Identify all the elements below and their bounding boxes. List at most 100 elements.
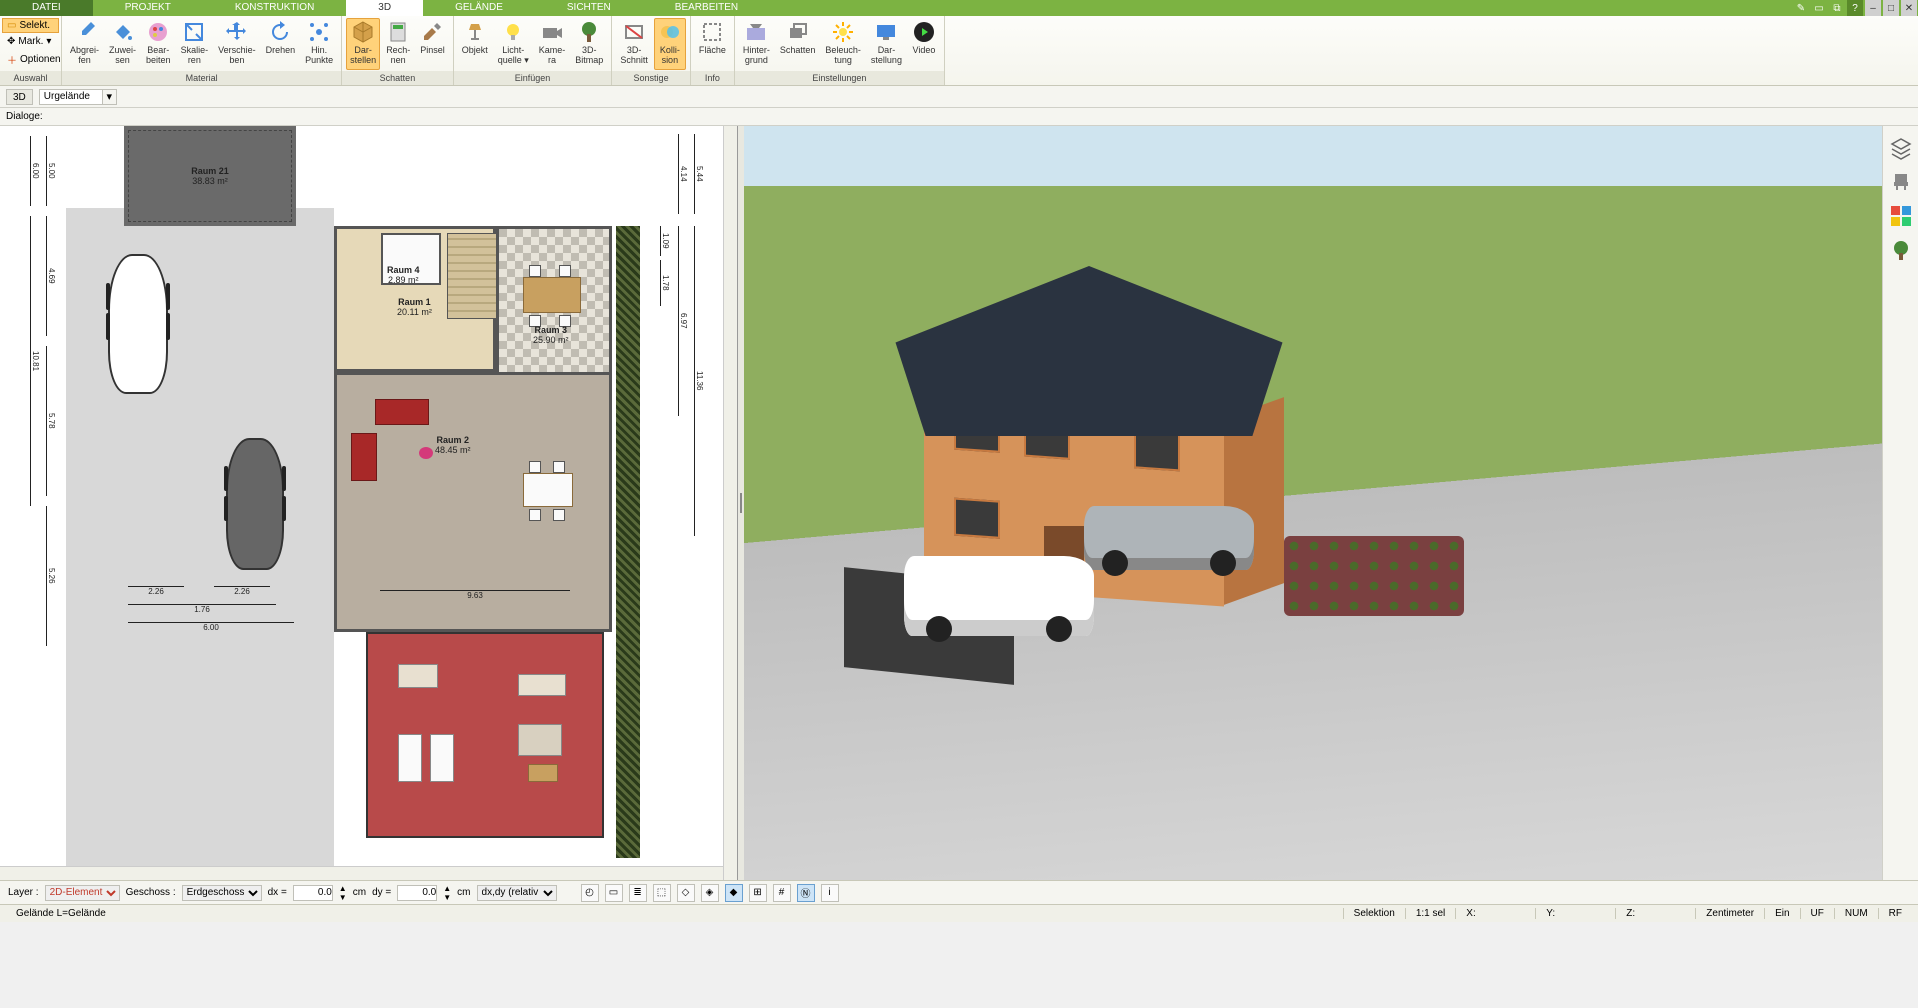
ribbon-tool-collide[interactable]: Kolli-sion: [654, 18, 686, 70]
status-rf: RF: [1878, 908, 1912, 919]
tool-cube-icon[interactable]: ⬚: [653, 884, 671, 902]
side-toolbox: [1882, 126, 1918, 880]
dim-left-1: 5.00: [46, 136, 56, 206]
beanbag: [419, 447, 433, 459]
sky: [744, 126, 1882, 190]
help-icon[interactable]: ?: [1847, 0, 1863, 16]
ribbon-group-info: Fläche Info: [691, 16, 735, 85]
options-button[interactable]: ＋Optionen: [2, 50, 59, 69]
ribbon-tool-move[interactable]: Verschie-ben: [214, 18, 260, 70]
menu-bar: DATEI PROJEKT KONSTRUKTION 3D GELÄNDE SI…: [0, 0, 1918, 16]
tree-icon[interactable]: [1889, 238, 1913, 262]
menu-tab-gelaende[interactable]: GELÄNDE: [423, 0, 535, 16]
ribbon-tool-point[interactable]: Hin.Punkte: [301, 18, 337, 70]
dining-table: [523, 277, 581, 313]
ribbon-tool-scale[interactable]: Skalie-ren: [177, 18, 213, 70]
scrollbar-h[interactable]: [0, 866, 723, 880]
ribbon-tool-slice[interactable]: 3D-Schnitt: [616, 18, 652, 70]
tool-n-icon[interactable]: Ⓝ: [797, 884, 815, 902]
maximize-button[interactable]: □: [1883, 0, 1899, 16]
menu-tab-bearbeiten[interactable]: BEARBEITEN: [643, 0, 770, 16]
ribbon-tool-bucket[interactable]: Zuwei-sen: [105, 18, 140, 70]
patio: [366, 632, 604, 838]
ribbon-tool-palette[interactable]: Bear-beiten: [142, 18, 175, 70]
ribbon-tool-area[interactable]: Fläche: [695, 18, 730, 70]
floor-combo[interactable]: Erdgeschoss: [182, 885, 262, 901]
chair-icon[interactable]: [1889, 170, 1913, 194]
house-outline: Raum 42.89 m² Raum 120.11 m² Raum 325.90…: [334, 226, 614, 866]
ribbon-tool-play[interactable]: Video: [908, 18, 940, 70]
staircase: [447, 233, 497, 319]
dim-left-2: 4.69: [46, 216, 56, 336]
ribbon-tool-disp[interactable]: Dar-stellung: [867, 18, 906, 70]
titlebar-icon-2[interactable]: ▭: [1811, 0, 1827, 16]
tool-layers-icon[interactable]: ≣: [629, 884, 647, 902]
tool-grid-icon[interactable]: ⊞: [749, 884, 767, 902]
floorplan-view[interactable]: Raum 2138.83 m² Raum 42.89 m² Raum 120.1…: [0, 126, 738, 880]
ribbon-tool-light[interactable]: Beleuch-tung: [821, 18, 865, 70]
ribbon-group-material: Abgrei-fenZuwei-senBear-beitenSkalie-ren…: [62, 16, 342, 85]
mode-combo[interactable]: dx,dy (relativ ka: [477, 885, 557, 901]
dim-b-1: 2.26: [128, 586, 184, 596]
ribbon-tool-cube[interactable]: Dar-stellen: [346, 18, 380, 70]
status-scale: 1:1 sel: [1405, 908, 1455, 919]
select-mode-button[interactable]: ▭Selekt.: [2, 18, 59, 33]
tool-snap1-icon[interactable]: ◇: [677, 884, 695, 902]
status-bar: Gelände L=Gelände Selektion 1:1 sel X: Y…: [0, 904, 1918, 922]
bottom-toolbar: Layer : 2D-Element Geschoss : Erdgeschos…: [0, 880, 1918, 904]
sofa-2: [351, 433, 377, 481]
ribbon-tool-cam[interactable]: Kame-ra: [535, 18, 570, 70]
menu-tab-3d[interactable]: 3D: [346, 0, 423, 16]
terrace-3d: [1284, 536, 1464, 616]
status-left: Gelände L=Gelände: [6, 908, 116, 919]
dim-left-3: 10.81: [30, 216, 40, 506]
layers-icon[interactable]: [1889, 136, 1913, 160]
ribbon-tool-bulb[interactable]: Licht-quelle ▾: [494, 18, 533, 70]
menu-tab-datei[interactable]: DATEI: [0, 0, 93, 16]
dy-input[interactable]: [397, 885, 437, 901]
dim-r-0: 5.44: [694, 134, 704, 214]
dim-left-5: 5.26: [46, 506, 56, 646]
ribbon-tool-bg[interactable]: Hinter-grund: [739, 18, 774, 70]
3d-view[interactable]: [744, 126, 1882, 880]
tool-screen-icon[interactable]: ▭: [605, 884, 623, 902]
titlebar-icon-1[interactable]: ✎: [1793, 0, 1809, 16]
dim-b-3: 2.26: [214, 586, 270, 596]
palette-icon[interactable]: [1889, 204, 1913, 228]
dim-b-6: 1.76: [128, 604, 276, 614]
sunbed-2: [430, 734, 454, 782]
ribbon-tool-tree[interactable]: 3D-Bitmap: [571, 18, 607, 70]
ribbon-tool-dropper[interactable]: Abgrei-fen: [66, 18, 103, 70]
ribbon-tool-brush[interactable]: Pinsel: [416, 18, 449, 70]
ribbon-tool-rotate[interactable]: Drehen: [262, 18, 300, 70]
close-button[interactable]: ✕: [1901, 0, 1917, 16]
status-selection: Selektion: [1343, 908, 1405, 919]
dx-input[interactable]: [293, 885, 333, 901]
tool-hash-icon[interactable]: #: [773, 884, 791, 902]
menu-tab-projekt[interactable]: PROJEKT: [93, 0, 203, 16]
tool-clock-icon[interactable]: ◴: [581, 884, 599, 902]
titlebar-icon-3[interactable]: ⧉: [1829, 0, 1845, 16]
ribbon-group-schatten: Dar-stellenRech-nenPinsel Schatten: [342, 16, 454, 85]
ribbon-group-einfuegen: ObjektLicht-quelle ▾Kame-ra3D-Bitmap Ein…: [454, 16, 613, 85]
group-label-auswahl: Auswahl: [0, 71, 61, 85]
ribbon-tool-shad[interactable]: Schatten: [776, 18, 820, 70]
scrollbar-v[interactable]: [723, 126, 737, 880]
tool-snap2-icon[interactable]: ◈: [701, 884, 719, 902]
layer-combo[interactable]: 2D-Element: [45, 885, 120, 901]
minimize-button[interactable]: –: [1865, 0, 1881, 16]
terrain-combo[interactable]: ▾: [39, 89, 117, 105]
tool-snap3-icon[interactable]: ◆: [725, 884, 743, 902]
menu-tab-konstruktion[interactable]: KONSTRUKTION: [203, 0, 346, 16]
room-21: Raum 2138.83 m²: [124, 126, 296, 226]
sub-toolbar: 3D ▾: [0, 86, 1918, 108]
menu-tab-sichten[interactable]: SICHTEN: [535, 0, 643, 16]
ribbon-tool-lamp[interactable]: Objekt: [458, 18, 492, 70]
dim-left-4: 5.78: [46, 346, 56, 496]
status-y: Y:: [1535, 908, 1615, 919]
status-ein: Ein: [1764, 908, 1799, 919]
mark-mode-button[interactable]: ✥Mark.▾: [2, 34, 59, 49]
ribbon-tool-calc[interactable]: Rech-nen: [382, 18, 414, 70]
tool-info-icon[interactable]: i: [821, 884, 839, 902]
dialog-bar: Dialoge:: [0, 108, 1918, 126]
